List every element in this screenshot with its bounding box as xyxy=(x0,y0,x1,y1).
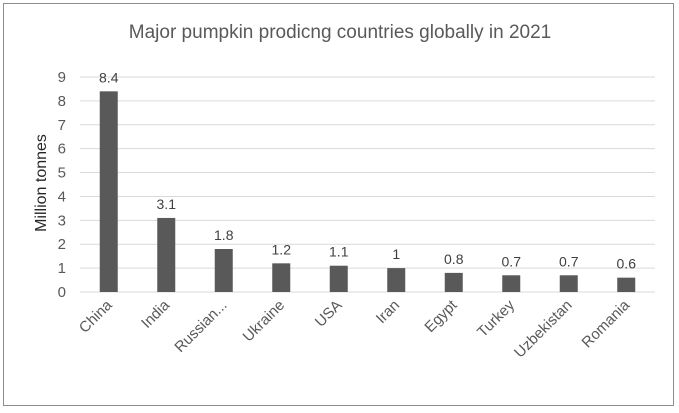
data-label: 3.1 xyxy=(157,196,177,212)
data-label: 8.4 xyxy=(99,69,119,85)
y-tick-label: 2 xyxy=(58,236,66,253)
x-tick-label: USA xyxy=(312,297,346,331)
y-tick-label: 1 xyxy=(58,260,66,277)
y-tick-label: 3 xyxy=(58,212,66,229)
bar xyxy=(272,263,291,292)
y-tick-label: 4 xyxy=(58,188,66,205)
x-tick-label: Romania xyxy=(579,296,634,351)
bars xyxy=(99,91,636,292)
x-tick-label: Egypt xyxy=(421,296,461,336)
y-tick-label: 9 xyxy=(58,69,66,86)
x-tick-label: Iran xyxy=(373,297,403,327)
data-label: 0.6 xyxy=(617,256,637,272)
y-tick-label: 8 xyxy=(58,93,66,110)
bar xyxy=(444,272,463,292)
x-tick-label: China xyxy=(76,296,116,336)
y-axis-label: Million tonnes xyxy=(33,134,50,232)
data-label: 1 xyxy=(392,246,400,262)
bar xyxy=(559,275,578,292)
bar xyxy=(99,91,118,292)
x-tick-label: Turkey xyxy=(474,296,518,340)
gridlines xyxy=(80,76,655,293)
x-tick-label: Uzbekistan xyxy=(511,297,575,361)
y-axis-ticks: 0 1 2 3 4 5 6 7 8 9 xyxy=(58,69,66,301)
bar xyxy=(329,265,348,292)
data-label: 0.7 xyxy=(559,253,579,269)
y-tick-label: 7 xyxy=(58,117,66,134)
bar xyxy=(617,277,636,292)
data-label: 0.8 xyxy=(444,251,464,267)
chart-title: Major pumpkin prodicng countries globall… xyxy=(129,22,551,43)
x-tick-label: Ukraine xyxy=(240,297,289,346)
bar xyxy=(387,268,406,292)
x-tick-label: India xyxy=(138,296,173,331)
bar xyxy=(214,249,233,292)
y-tick-label: 0 xyxy=(58,284,66,301)
data-label: 0.7 xyxy=(502,253,522,269)
data-label: 1.2 xyxy=(272,241,292,257)
data-label: 1.1 xyxy=(329,244,349,260)
bar xyxy=(502,275,521,292)
bar xyxy=(157,217,176,292)
y-tick-label: 6 xyxy=(58,141,66,158)
data-labels: 8.4 3.1 1.8 1.2 1.1 1 0.8 0.7 0.7 0.6 xyxy=(99,69,636,271)
data-label: 1.8 xyxy=(214,227,234,243)
y-tick-label: 5 xyxy=(58,165,66,182)
x-tick-label: Russian... xyxy=(171,297,230,356)
